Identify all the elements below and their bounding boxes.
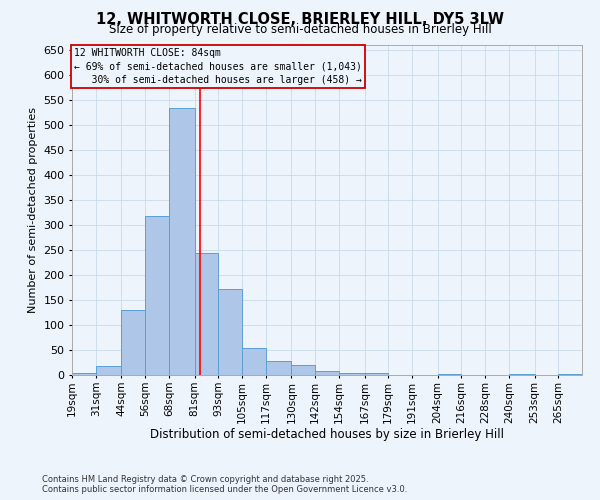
Bar [145, 216, 169, 375]
Bar [266, 361, 292, 375]
Bar [194, 252, 218, 375]
Bar [558, 374, 582, 375]
Text: 12, WHITWORTH CLOSE, BRIERLEY HILL, DY5 3LW: 12, WHITWORTH CLOSE, BRIERLEY HILL, DY5 … [96, 12, 504, 28]
Bar [121, 310, 145, 375]
Bar [292, 365, 315, 375]
Bar [315, 371, 339, 375]
Bar [509, 374, 535, 375]
Bar [96, 366, 121, 375]
X-axis label: Distribution of semi-detached houses by size in Brierley Hill: Distribution of semi-detached houses by … [150, 428, 504, 441]
Text: 12 WHITWORTH CLOSE: 84sqm
← 69% of semi-detached houses are smaller (1,043)
   3: 12 WHITWORTH CLOSE: 84sqm ← 69% of semi-… [74, 48, 362, 84]
Text: Contains HM Land Registry data © Crown copyright and database right 2025.
Contai: Contains HM Land Registry data © Crown c… [42, 474, 407, 494]
Bar [437, 374, 461, 375]
Text: Size of property relative to semi-detached houses in Brierley Hill: Size of property relative to semi-detach… [109, 22, 491, 36]
Bar [169, 108, 194, 375]
Bar [365, 373, 388, 375]
Bar [218, 289, 242, 375]
Bar [72, 372, 96, 375]
Y-axis label: Number of semi-detached properties: Number of semi-detached properties [28, 107, 38, 313]
Bar [242, 348, 266, 375]
Bar [339, 372, 365, 375]
